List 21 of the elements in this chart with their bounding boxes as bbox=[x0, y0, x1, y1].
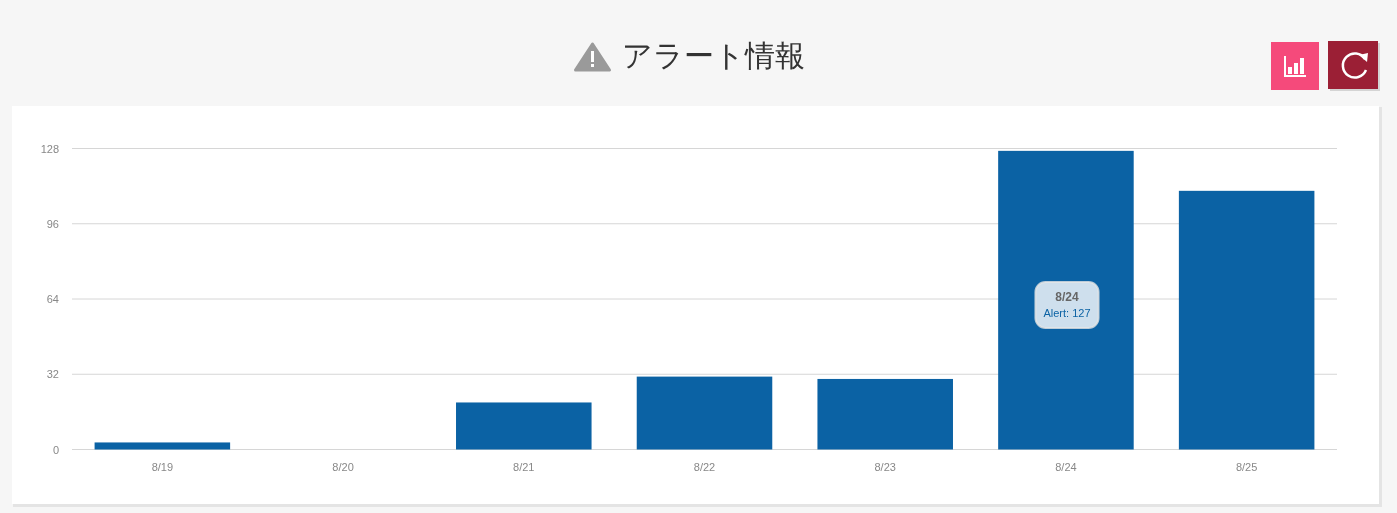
bar bbox=[1178, 190, 1315, 450]
bar bbox=[94, 442, 231, 450]
annotation: Alert: 127 bbox=[1043, 307, 1091, 319]
bar bbox=[998, 150, 1134, 450]
x-tick-label: 8/25 bbox=[1235, 461, 1258, 473]
y-tick-label: 0 bbox=[52, 443, 59, 456]
x-tick-label: 8/24 bbox=[1055, 461, 1077, 473]
annotation: 8/24 bbox=[1055, 290, 1079, 304]
bar bbox=[456, 402, 592, 450]
y-tick-label: 128 bbox=[40, 142, 59, 155]
x-tick-label: 8/22 bbox=[693, 461, 716, 473]
y-tick-label: 32 bbox=[46, 368, 59, 381]
x-tick-label: 8/19 bbox=[151, 461, 174, 473]
bar bbox=[817, 378, 953, 450]
y-tick-label: 96 bbox=[46, 217, 59, 230]
x-tick-label: 8/23 bbox=[874, 461, 896, 473]
bar bbox=[636, 376, 773, 450]
x-tick-label: 8/21 bbox=[513, 461, 535, 473]
x-tick-label: 8/20 bbox=[332, 461, 354, 473]
y-tick-label: 64 bbox=[46, 293, 59, 305]
chart-title: アラート情報 bbox=[621, 39, 805, 72]
